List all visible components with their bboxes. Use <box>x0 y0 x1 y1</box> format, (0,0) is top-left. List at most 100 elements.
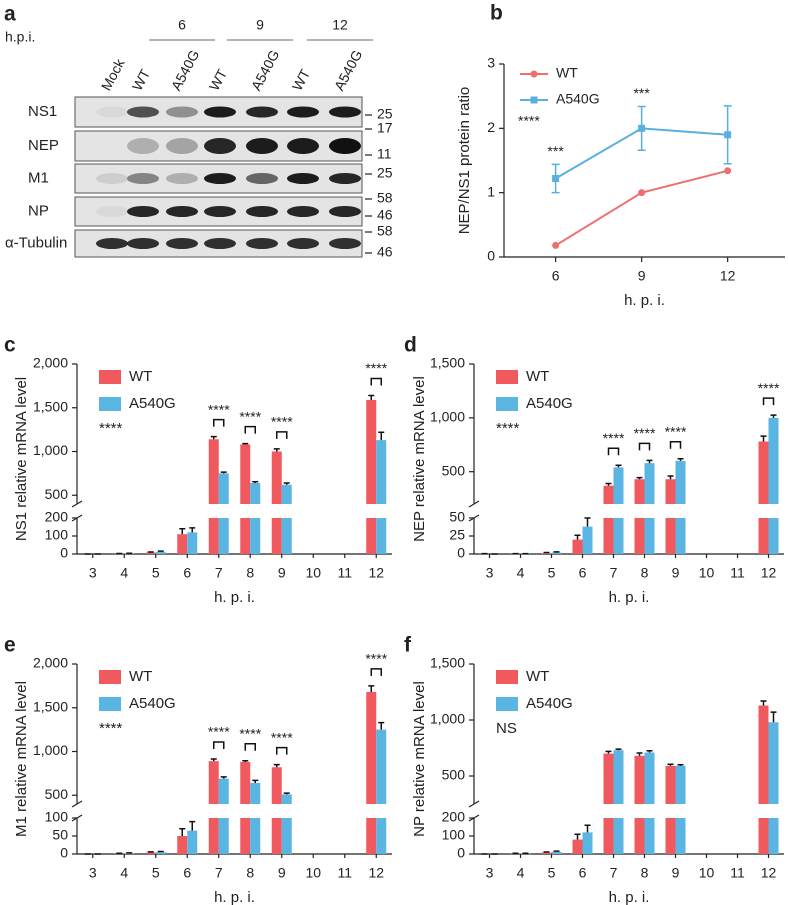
x-tick-label: 3 <box>486 565 494 581</box>
axis-break <box>468 500 480 508</box>
x-tick-label: 6 <box>183 865 191 881</box>
y-tick-label: 0 <box>60 845 68 861</box>
y-tick-label: 50 <box>449 509 465 525</box>
significance-label: **** <box>365 360 387 376</box>
x-tick-label: 10 <box>699 565 715 581</box>
timepoint-label: 9 <box>256 17 264 33</box>
bar <box>376 729 387 854</box>
point <box>638 189 646 197</box>
error-bar <box>543 551 550 554</box>
blot-band <box>127 173 159 184</box>
error-bar <box>242 759 249 762</box>
significance-label: **** <box>208 724 230 740</box>
x-tick-label: 9 <box>278 865 286 881</box>
y-axis-label: M1 relative mRNA level <box>13 681 30 837</box>
significance-bracket <box>213 418 225 427</box>
error-bar <box>770 711 777 723</box>
bar <box>551 851 562 854</box>
blot-band <box>287 238 319 249</box>
legend-label: WT <box>526 668 549 685</box>
lane-label: A540G <box>248 47 283 93</box>
error-bar <box>378 431 385 441</box>
y-tick-label: 1,000 <box>33 442 68 458</box>
bar <box>644 752 655 854</box>
error-bar <box>667 763 674 766</box>
legend-swatch <box>496 370 518 384</box>
error-bar <box>157 550 164 552</box>
lane-label: A540G <box>168 47 203 93</box>
bar <box>240 762 251 854</box>
error-bar <box>646 459 653 464</box>
blot-band <box>127 238 159 249</box>
x-tick-label: 5 <box>152 865 160 881</box>
blot-band <box>166 173 198 184</box>
legend-swatch <box>496 397 518 411</box>
x-tick-label: 4 <box>517 565 525 581</box>
blot-band <box>287 206 319 217</box>
y-tick-label: 0 <box>457 545 465 561</box>
y-tick-label: 1,500 <box>430 355 465 371</box>
y-axis-label: NEP/NS1 protein ratio <box>456 87 473 235</box>
significance-label: **** <box>271 414 293 430</box>
x-tick-label: 6 <box>552 268 560 284</box>
blot-band <box>127 138 159 154</box>
marker-label: 58 <box>377 223 393 239</box>
blot-band <box>204 173 236 184</box>
axis-break <box>71 800 83 808</box>
y-tick-label: 1,000 <box>430 711 465 727</box>
x-tick-label: 6 <box>579 865 587 881</box>
blot-band <box>127 106 159 118</box>
bar <box>634 755 645 854</box>
error-bar <box>189 527 196 533</box>
y-tick-label: 1,000 <box>33 742 68 758</box>
significance-bracket <box>370 668 382 676</box>
blot-band <box>204 206 236 217</box>
series-line <box>555 169 728 247</box>
error-bar <box>252 779 259 783</box>
blot-band <box>204 106 236 118</box>
timepoint-label: 12 <box>332 17 348 33</box>
x-tick-label: 11 <box>730 865 745 881</box>
lane-label: Mock <box>98 55 128 93</box>
bar <box>208 439 219 554</box>
error-bar <box>636 752 643 756</box>
note: NS <box>496 720 517 737</box>
bar <box>177 836 188 854</box>
bar <box>768 417 779 554</box>
x-tick-label: 12 <box>761 865 777 881</box>
lane-label: WT <box>129 66 154 93</box>
y-axis-label: NS1 relative mRNA level <box>13 377 30 541</box>
x-tick-label: 3 <box>89 565 97 581</box>
error-bar <box>677 458 684 461</box>
blot-band <box>287 138 319 154</box>
bar <box>366 692 377 854</box>
significance-bracket <box>276 431 288 439</box>
bar <box>582 526 593 554</box>
lane-label: A540G <box>331 47 366 93</box>
error-bar <box>615 748 622 751</box>
bar <box>758 705 769 854</box>
x-tick-label: 4 <box>120 865 128 881</box>
panel-letter: f <box>404 634 412 657</box>
error-bar <box>157 850 164 853</box>
x-tick-label: 8 <box>246 865 254 881</box>
bar <box>281 794 292 854</box>
panel-letter: d <box>404 334 417 357</box>
blot-band <box>166 138 198 154</box>
bar <box>758 441 769 554</box>
bar <box>613 467 624 554</box>
y-tick-label: 200 <box>442 809 466 825</box>
point <box>638 124 646 132</box>
legend-swatch <box>99 697 121 711</box>
bar <box>644 463 655 554</box>
blot-band <box>287 106 319 118</box>
error-bar <box>543 851 550 853</box>
error-bar <box>553 850 560 852</box>
bar <box>218 473 229 554</box>
legend-label: A540G <box>556 91 600 107</box>
blot-band <box>246 173 278 184</box>
hpi-label: h.p.i. <box>5 29 35 45</box>
error-bar <box>584 517 591 527</box>
bar <box>187 532 198 554</box>
bar <box>250 783 261 854</box>
